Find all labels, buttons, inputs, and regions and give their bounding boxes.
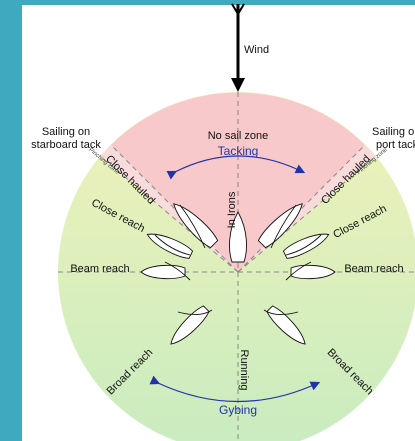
starboard-label: Sailing on <box>42 126 90 138</box>
beam-reach-label: Beam reach <box>70 263 129 275</box>
gybing-label: Gybing <box>219 403 257 417</box>
tacking-label: Tacking <box>218 144 259 158</box>
diagram: Wind Sailing on starboard tack Sailing o… <box>0 0 415 441</box>
running-label: Running <box>238 350 250 391</box>
wind-label: Wind <box>244 44 269 56</box>
port-label: Sailing on <box>372 126 415 138</box>
in-irons-label: In Irons <box>226 191 238 228</box>
beam-reach-label: Beam reach <box>344 263 403 275</box>
no-sail-zone-label: No sail zone <box>208 130 269 142</box>
